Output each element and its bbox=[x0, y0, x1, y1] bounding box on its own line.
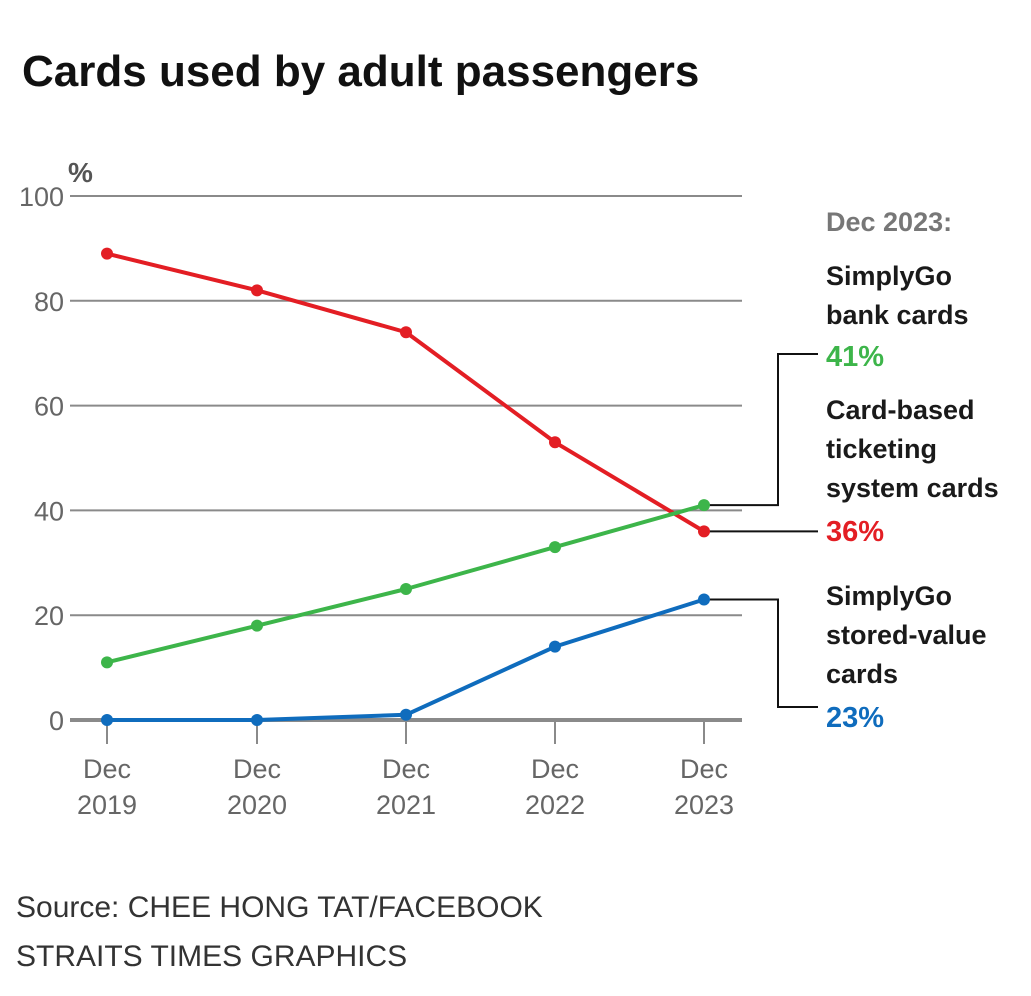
x-tick-label: Dec bbox=[382, 754, 430, 784]
label-bank-cards-line2: bank cards bbox=[826, 300, 969, 330]
data-point bbox=[400, 583, 412, 595]
credit-note: STRAITS TIMES GRAPHICS bbox=[16, 940, 407, 973]
data-point bbox=[101, 656, 113, 669]
label-stored-value-line1: SimplyGo bbox=[826, 581, 952, 611]
label-bank-cards-line1: SimplyGo bbox=[826, 261, 952, 291]
data-point bbox=[549, 640, 561, 653]
series-card-based-ticketing-system-cards bbox=[101, 247, 710, 538]
label-cbt-line3: system cards bbox=[826, 473, 999, 503]
label-stored-value-line3: cards bbox=[826, 659, 898, 689]
data-point bbox=[698, 499, 710, 512]
annotations: Dec 2023: SimplyGo bank cards 41% Card-b… bbox=[826, 207, 999, 734]
y-tick-label: 60 bbox=[34, 392, 64, 422]
series-line bbox=[106, 251, 706, 534]
leader-bank-cards bbox=[704, 353, 818, 507]
x-tick-label: 2019 bbox=[77, 790, 137, 820]
data-point bbox=[698, 525, 710, 538]
x-tick-label: 2022 bbox=[525, 790, 585, 820]
series-simplygo-bank-cards bbox=[101, 499, 710, 669]
y-tick-label: 0 bbox=[49, 706, 64, 736]
x-tick-label: Dec bbox=[83, 754, 131, 784]
x-tick-label: 2020 bbox=[227, 790, 287, 820]
label-cbt-line2: ticketing bbox=[826, 434, 937, 464]
annotation-heading: Dec 2023: bbox=[826, 207, 952, 237]
series bbox=[101, 247, 710, 726]
data-point bbox=[251, 619, 263, 632]
data-point bbox=[101, 247, 113, 260]
x-tick-label: Dec bbox=[531, 754, 579, 784]
source-note: Source: CHEE HONG TAT/FACEBOOK bbox=[16, 891, 543, 924]
value-bank-cards: 41% bbox=[826, 341, 884, 373]
y-tick-label: 40 bbox=[34, 496, 64, 526]
data-point bbox=[251, 714, 263, 726]
data-point bbox=[251, 284, 263, 297]
x-axis-ticks: Dec 2019 Dec 2020 Dec 2021 Dec 2022 Dec 2023 bbox=[77, 720, 734, 820]
gridlines bbox=[70, 195, 742, 722]
y-tick-label: 20 bbox=[34, 601, 64, 631]
data-point bbox=[549, 436, 561, 449]
y-axis-ticks: 0 20 40 60 80 100 bbox=[19, 182, 64, 736]
leader-stored-value bbox=[704, 598, 818, 708]
x-tick-label: Dec bbox=[680, 754, 728, 784]
annotation-leaders bbox=[704, 353, 818, 708]
series-simplygo-stored-value-cards bbox=[101, 593, 710, 726]
data-point bbox=[400, 326, 412, 339]
x-tick-label: 2021 bbox=[376, 790, 436, 820]
value-cbt: 36% bbox=[826, 516, 884, 548]
label-cbt-line1: Card-based bbox=[826, 395, 975, 425]
series-line bbox=[107, 597, 705, 722]
x-tick-label: Dec bbox=[233, 754, 281, 784]
data-point bbox=[400, 708, 412, 721]
value-stored-value: 23% bbox=[826, 702, 884, 734]
data-point bbox=[698, 593, 710, 606]
data-point bbox=[101, 714, 113, 726]
y-tick-label: 80 bbox=[34, 287, 64, 317]
y-tick-label: 100 bbox=[19, 182, 64, 212]
data-point bbox=[549, 541, 561, 554]
y-axis-unit: % bbox=[68, 157, 93, 188]
label-stored-value-line2: stored-value bbox=[826, 620, 987, 650]
x-tick-label: 2023 bbox=[674, 790, 734, 820]
chart-title: Cards used by adult passengers bbox=[22, 47, 699, 96]
